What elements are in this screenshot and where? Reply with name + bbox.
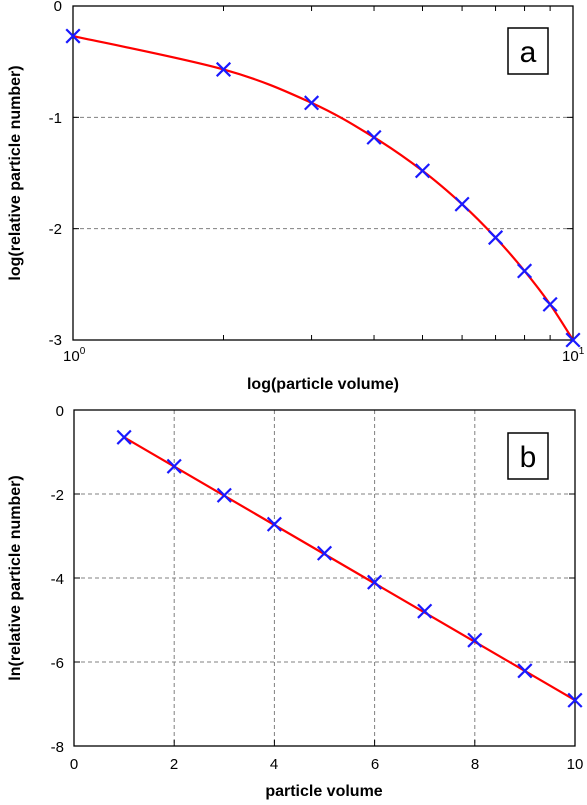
chart-b-data-point [417,603,433,619]
chart-a-data-point [65,28,81,44]
chart-a-x-axis-label: log(particle volume) [247,376,399,393]
chart-b-x-tick-label: 0 [70,756,78,773]
chart-a-x-tick-labels: 100 101 [63,346,585,365]
chart-a-data-point [454,196,470,212]
chart-b-x-tick-label: 8 [471,756,479,773]
chart-b-y-tick-label: -2 [51,487,64,504]
chart-b-y-tick-label: -4 [51,571,64,588]
chart-b-data-point [367,574,383,590]
chart-a-y-axis-label: log(relative particle number) [7,65,24,280]
chart-b-panel-label-box [507,432,549,480]
chart-a-data-point [565,332,581,348]
chart-b-fit-line [123,436,576,702]
chart-a-panel-label-box [507,27,549,75]
chart-a-x-tick-base: 10 [63,348,80,365]
chart-a-fit-line [72,34,574,341]
chart-b-x-tick-label: 6 [371,756,379,773]
chart-a-x-tick-exponent: 0 [80,346,86,357]
chart-a-data-point [542,296,558,312]
chart-b-ticks [73,409,576,747]
chart-a-data-point [487,230,504,246]
chart-b-y-tick-labels: 0 -2 -4 -6 -8 [51,403,64,756]
chart-b-y-tick-label: 0 [56,403,64,420]
chart-b-x-axis-label: particle volume [265,783,382,800]
chart-b-data-point [216,487,232,503]
chart-b-panel-label: b [520,441,537,474]
chart-a-y-tick-label: -1 [49,110,62,127]
chart-b-data-point [116,429,132,445]
chart-b-x-tick-labels: 0 2 4 6 8 10 [70,756,584,773]
chart-a-y-tick-label: -3 [49,332,62,349]
chart-b-plot-frame [73,409,576,747]
chart-b-y-tick-label: -8 [51,739,64,756]
chart-a-y-tick-label: 0 [54,0,62,15]
chart-a-y-tick-label: -2 [49,221,62,238]
chart-a-data-point [414,163,431,179]
chart-a-y-tick-labels: 0 -1 -2 -3 [49,0,62,349]
chart-b-x-tick-label: 2 [170,756,178,773]
chart-a-gridlines [73,116,573,230]
chart-b-data-point [467,632,483,648]
chart-b-data-point [567,692,583,708]
chart-a-data-point [304,95,320,111]
chart-a-ticks [73,5,573,341]
chart-a-x-tick-label: 100 [63,346,86,365]
chart-b-y-axis-label: ln(relative particle number) [7,475,24,680]
chart-b-data-point [166,458,182,474]
chart-a: 0 -1 -2 -3 100 101 log(particle volume) … [7,0,585,393]
chart-b-y-tick-label: -6 [51,655,64,672]
chart-b-data-point [517,663,533,679]
chart-b-data-point [266,516,282,532]
chart-a-markers [65,28,581,348]
chart-b-x-tick-label: 4 [270,756,278,773]
chart-a-panel-label: a [520,36,537,69]
chart-a-x-tick-exponent: 1 [579,346,585,357]
chart-a-data-point [366,129,382,145]
chart-b-gridlines [74,410,575,746]
chart-a-plot-frame [72,5,574,341]
chart-b: 0 -2 -4 -6 -8 0 2 4 6 8 10 particle volu… [7,403,583,800]
chart-a-x-tick-base: 10 [562,348,579,365]
chart-a-data-point [516,263,533,279]
chart-b-markers [116,429,583,708]
chart-b-x-tick-label: 10 [567,756,584,773]
chart-a-data-point [215,61,232,78]
chart-a-x-tick-label: 101 [562,346,585,365]
chart-b-data-point [316,545,333,561]
